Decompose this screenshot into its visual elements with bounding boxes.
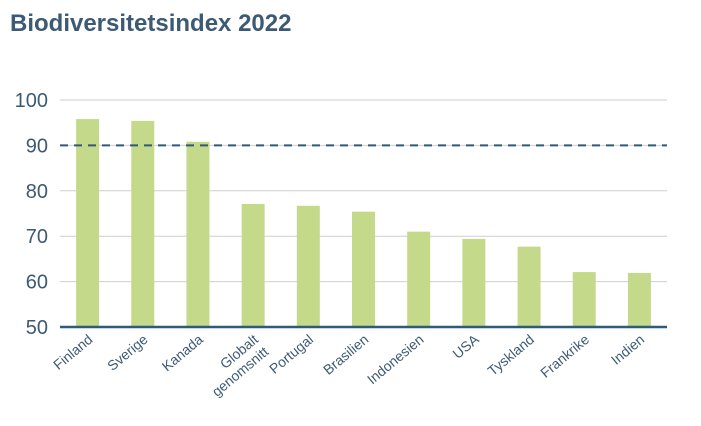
x-tick-label-group: Tyskland <box>484 331 537 379</box>
x-tick-label-line: Finland <box>50 331 95 373</box>
bar-globalt-genomsnitt <box>241 203 265 327</box>
x-tick-label-line: Sverige <box>104 331 151 374</box>
bar-frankrike <box>572 272 596 327</box>
x-tick-label: Indien <box>608 331 648 368</box>
x-tick-label-line: Brasilien <box>320 331 371 378</box>
x-tick-label-group: Kanada <box>159 331 206 374</box>
bar-portugal <box>296 205 320 327</box>
x-tick-label-group: Indien <box>608 331 648 368</box>
x-tick-label-group: USA <box>449 331 482 362</box>
y-tick-label-80: 80 <box>26 181 48 203</box>
y-tick-label-50: 50 <box>26 317 48 339</box>
x-tick-label: Frankrike <box>537 331 592 381</box>
bar-usa <box>462 238 486 327</box>
bar-indonesien <box>407 231 431 327</box>
x-tick-label-group: Globaltgenomsnitt <box>198 331 272 400</box>
y-tick-label-60: 60 <box>26 272 48 294</box>
x-tick-label-group: Brasilien <box>320 331 371 378</box>
bar-kanada <box>186 141 210 327</box>
x-tick-label: Kanada <box>159 331 206 374</box>
y-tick-label-90: 90 <box>26 135 48 157</box>
x-tick-label: Tyskland <box>484 331 537 379</box>
x-tick-label: Globaltgenomsnitt <box>198 331 271 400</box>
x-tick-label: USA <box>449 331 482 362</box>
x-tick-label-line: Kanada <box>159 331 206 374</box>
bar-finland <box>76 119 100 328</box>
bar-tyskland <box>517 246 541 327</box>
x-tick-label-group: Indonesien <box>364 331 427 387</box>
y-tick-label-70: 70 <box>26 226 48 248</box>
x-tick-label: Sverige <box>104 331 151 374</box>
x-tick-label-group: Portugal <box>266 331 316 377</box>
x-tick-label-line: Tyskland <box>484 331 537 379</box>
x-tick-label-line: Frankrike <box>537 331 592 381</box>
x-tick-label-group: Frankrike <box>537 331 592 381</box>
x-tick-label: Brasilien <box>320 331 371 378</box>
bar-brasilien <box>352 211 375 327</box>
x-tick-label-group: Finland <box>50 331 95 373</box>
x-tick-label-line: Indien <box>608 331 648 368</box>
chart-title: Biodiversitetsindex 2022 <box>10 10 292 37</box>
x-tick-label-line: USA <box>449 331 482 362</box>
x-tick-label-group: Sverige <box>104 331 151 374</box>
x-tick-label: Finland <box>50 331 95 373</box>
y-tick-label-100: 100 <box>15 90 48 112</box>
bar-sverige <box>131 120 155 327</box>
bars <box>76 119 651 328</box>
y-axis-tick-labels: 50 60 70 80 90 100 <box>15 90 48 339</box>
bar-indien <box>627 272 651 327</box>
x-tick-label-line: Portugal <box>266 331 316 377</box>
x-tick-label-line: Indonesien <box>364 331 427 387</box>
x-axis-tick-labels: Finland Sverige Kanada GlobaltgenomsnittPor… <box>50 331 647 400</box>
x-tick-label: Indonesien <box>364 331 427 387</box>
x-tick-label: Portugal <box>266 331 316 377</box>
